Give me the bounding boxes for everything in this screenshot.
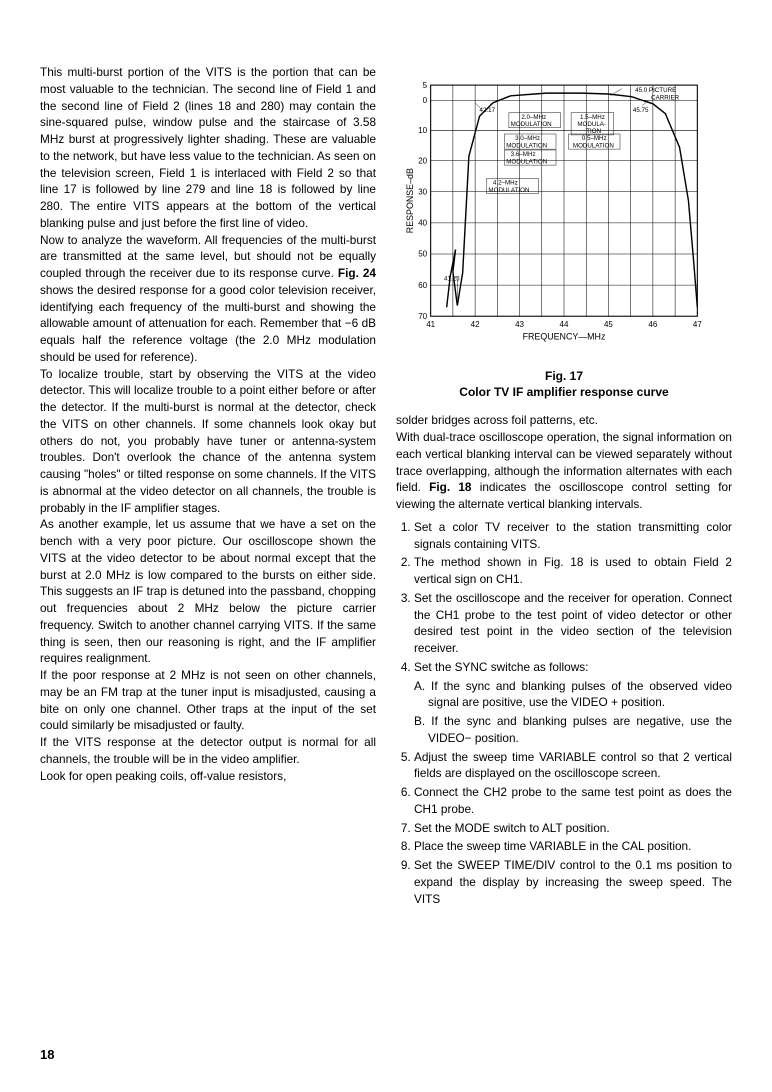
response-curve-chart: 5 0 10 20 30 40 50 60 70 41 42 43 [404, 64, 724, 364]
list-item: Set the SWEEP TIME/DIV control to the 0.… [414, 857, 732, 907]
body-paragraph: Look for open peaking coils, off-value r… [40, 768, 376, 785]
text-run: shows the desired response for a good co… [40, 283, 376, 364]
figure-17: 5 0 10 20 30 40 50 60 70 41 42 43 [396, 64, 732, 400]
figure-caption-number: Fig. 17 [396, 368, 732, 384]
x-axis-label: FREQUENCY—MHz [523, 331, 606, 341]
x-tick: 41 [426, 320, 435, 329]
annot-4217: 42.17 [480, 107, 496, 114]
x-tick: 46 [648, 320, 657, 329]
annot-modula: MODULA- [577, 121, 606, 128]
annot-05mhz: 0.5–MHz [582, 135, 607, 142]
response-curve-path [447, 93, 698, 307]
text-run: Now to analyze the waveform. All frequen… [40, 233, 376, 281]
list-item: Set the oscilloscope and the receiver fo… [414, 590, 732, 657]
annot-42mhz: 4.2–MHz [493, 180, 518, 187]
figure-reference: Fig. 18 [429, 480, 471, 494]
x-tick: 45 [604, 320, 613, 329]
annot-2mhz: 2.0–MHz [521, 114, 546, 121]
x-tick: 42 [471, 320, 480, 329]
body-paragraph: As another example, let us assume that w… [40, 516, 376, 667]
page-number: 18 [40, 1047, 732, 1062]
annot-4575: 45.75 [633, 107, 649, 114]
annot-modulation: MODULATION [506, 142, 547, 149]
body-paragraph: To localize trouble, start by observing … [40, 366, 376, 517]
list-item: Set a color TV receiver to the station t… [414, 519, 732, 553]
y-tick: 50 [418, 250, 427, 259]
annot-modulation: MODULATION [573, 142, 614, 149]
body-paragraph: Now to analyze the waveform. All frequen… [40, 232, 376, 366]
list-item: Place the sweep time VARIABLE in the CAL… [414, 838, 732, 855]
list-item: Adjust the sweep time VARIABLE control s… [414, 749, 732, 783]
left-column: This multi-burst portion of the VITS is … [40, 64, 376, 1037]
x-tick: 43 [515, 320, 524, 329]
y-tick: 60 [418, 281, 427, 290]
body-paragraph: If the VITS response at the detector out… [40, 734, 376, 768]
figure-reference: Fig. 24 [338, 266, 376, 280]
y-tick: 5 [423, 81, 428, 90]
list-item: Connect the CH2 probe to the same test p… [414, 784, 732, 818]
y-tick: 0 [423, 96, 428, 105]
annot-15mhz: 1.5–MHz [580, 114, 605, 121]
body-paragraph: solder bridges across foil patterns, etc… [396, 412, 732, 429]
annot-modulation: MODULATION [506, 158, 547, 165]
annot-3mhz: 3.0–MHz [515, 135, 540, 142]
y-tick: 10 [418, 126, 427, 135]
y-tick: 20 [418, 156, 427, 165]
body-paragraph: If the poor response at 2 MHz is not see… [40, 667, 376, 734]
annot-picture-carrier: CARRIER [651, 94, 679, 101]
y-tick: 30 [418, 187, 427, 196]
annot-modulation: MODULATION [511, 121, 552, 128]
x-tick: 44 [560, 320, 569, 329]
y-axis-label: RESPONSE–dB [405, 168, 415, 233]
annot-36mhz: 3.6–MHz [511, 151, 536, 158]
body-paragraph: This multi-burst portion of the VITS is … [40, 64, 376, 232]
annot-4125: 41.25 [444, 276, 460, 283]
annot-picture-carrier: 45.0 PICTURE [635, 87, 676, 94]
body-paragraph: With dual-trace oscilloscope operation, … [396, 429, 732, 513]
list-subitem: B. If the sync and blanking pulses are n… [414, 713, 732, 747]
list-item: Set the MODE switch to ALT position. [414, 820, 732, 837]
list-item-text: Set the SYNC switche as follows: [414, 660, 588, 674]
instruction-list: Set a color TV receiver to the station t… [396, 519, 732, 908]
list-item: Set the SYNC switche as follows: A. If t… [414, 659, 732, 747]
annot-modulation: MODULATION [488, 187, 529, 194]
figure-caption-title: Color TV IF amplifier response curve [396, 384, 732, 400]
list-subitem: A. If the sync and blanking pulses of th… [414, 678, 732, 712]
list-item: The method shown in Fig. 18 is used to o… [414, 554, 732, 588]
x-tick: 47 [693, 320, 702, 329]
y-tick: 40 [418, 219, 427, 228]
right-column: 5 0 10 20 30 40 50 60 70 41 42 43 [396, 64, 732, 1037]
